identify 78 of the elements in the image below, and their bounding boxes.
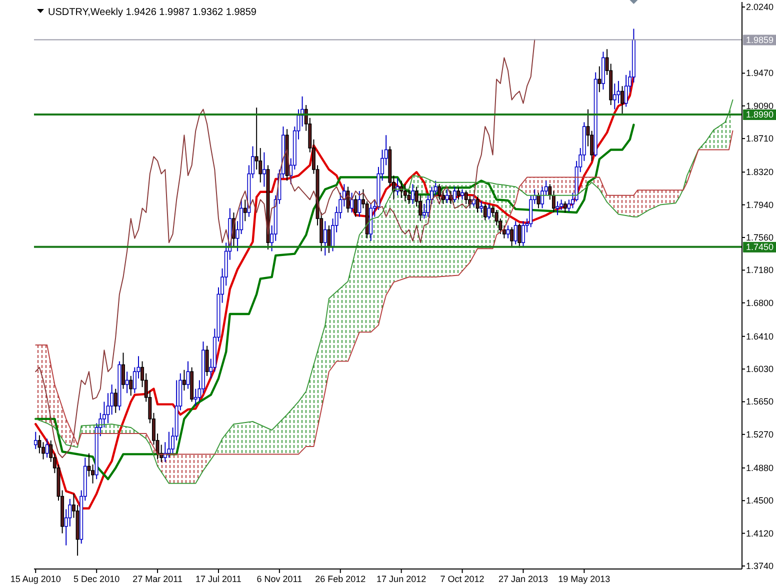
y-tick-label: 1.3740 xyxy=(746,560,774,571)
y-tick-label: 1.6410 xyxy=(746,331,774,342)
line-series xyxy=(35,39,536,458)
candlestick xyxy=(122,352,125,390)
y-tick-label: 1.8710 xyxy=(746,134,774,144)
x-tick-label: 17 Jul 2011 xyxy=(196,574,242,584)
candlestick xyxy=(518,223,522,248)
y-tick-label: 1.8320 xyxy=(746,167,774,178)
candlestick xyxy=(536,192,540,209)
line-series xyxy=(35,130,734,455)
candlestick xyxy=(262,152,266,188)
candlestick xyxy=(464,190,468,204)
x-tick-label: 19 May 2013 xyxy=(558,574,610,584)
candlestick xyxy=(510,226,514,248)
candlestick xyxy=(114,388,118,414)
y-tick-label: 1.6030 xyxy=(746,364,774,374)
ref-line-label: 1.9859 xyxy=(746,34,774,45)
candlestick xyxy=(403,184,407,202)
candlestick xyxy=(476,196,480,214)
ref-line-label: 1.7450 xyxy=(746,242,774,252)
candlestick xyxy=(411,184,414,204)
candlestick xyxy=(327,224,331,254)
candlestick xyxy=(358,190,362,218)
candlestick xyxy=(522,220,525,247)
candlestick xyxy=(445,188,449,204)
ref-line-label: 1.8990 xyxy=(746,110,774,120)
candlestick xyxy=(483,203,487,221)
candlestick xyxy=(452,186,456,203)
x-tick-label: 5 Dec 2010 xyxy=(74,574,120,584)
candlestick xyxy=(350,192,354,214)
candlestick xyxy=(563,200,567,214)
candlestick xyxy=(125,371,129,394)
y-tick-label: 1.4500 xyxy=(746,496,774,506)
candlestick xyxy=(456,187,460,200)
candlestick xyxy=(38,434,42,454)
candlestick xyxy=(620,86,624,114)
line-series xyxy=(34,124,635,480)
y-tick-label: 1.7180 xyxy=(746,265,774,276)
y-tick-label: 1.7560 xyxy=(746,232,774,242)
candlestick xyxy=(438,184,442,200)
candlestick xyxy=(556,200,560,216)
line-series xyxy=(35,99,734,484)
candlestick xyxy=(182,369,186,392)
y-tick-label: 1.7940 xyxy=(746,200,774,210)
y-tick-label: 1.9470 xyxy=(746,68,774,78)
candlestick xyxy=(87,452,91,478)
candlestick xyxy=(129,375,133,396)
y-tick-label: 2.0240 xyxy=(746,2,774,12)
candlestick xyxy=(243,199,247,222)
x-tick-label: 17 Jun 2012 xyxy=(376,574,426,584)
candlestick xyxy=(205,345,209,376)
candlestick xyxy=(354,194,358,218)
candlestick xyxy=(598,66,602,93)
candlestick xyxy=(487,203,491,220)
candlestick xyxy=(167,431,171,458)
candlestick xyxy=(612,83,616,110)
x-tick-label: 7 Oct 2012 xyxy=(440,574,484,584)
x-tick-label: 27 Jan 2013 xyxy=(498,574,548,584)
candlestick xyxy=(45,438,49,458)
y-tick-label: 1.5270 xyxy=(746,429,774,440)
candlestick xyxy=(567,199,571,212)
candlestick xyxy=(460,188,464,200)
x-tick-label: 6 Nov 2011 xyxy=(256,574,302,584)
candlestick xyxy=(480,200,484,214)
y-tick-label: 1.4880 xyxy=(746,462,774,473)
y-tick-label: 1.4120 xyxy=(746,528,774,538)
x-tick-label: 27 Mar 2011 xyxy=(132,574,182,584)
candlestick xyxy=(514,220,518,245)
y-tick-label: 1.6800 xyxy=(746,298,774,308)
candlestick xyxy=(624,74,628,108)
candlestick xyxy=(323,220,327,256)
text: USDTRY,Weekly 1.9426 1.9987 1.9362 1.9859 xyxy=(48,7,257,18)
x-tick-label: 15 Aug 2010 xyxy=(10,574,61,584)
candlestick xyxy=(186,360,190,390)
y-tick-label: 1.9090 xyxy=(746,100,774,111)
candlestick xyxy=(34,431,38,450)
x-tick-label: 26 Feb 2012 xyxy=(315,574,366,584)
y-tick-label: 1.5650 xyxy=(746,396,774,407)
